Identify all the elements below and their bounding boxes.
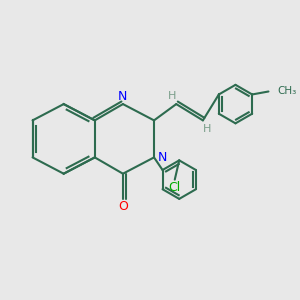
Text: O: O (118, 200, 128, 213)
Text: CH₃: CH₃ (277, 86, 297, 97)
Text: N: N (158, 151, 168, 164)
Text: Cl: Cl (169, 182, 181, 194)
Text: H: H (168, 91, 176, 101)
Text: H: H (203, 124, 212, 134)
Text: N: N (118, 90, 128, 103)
